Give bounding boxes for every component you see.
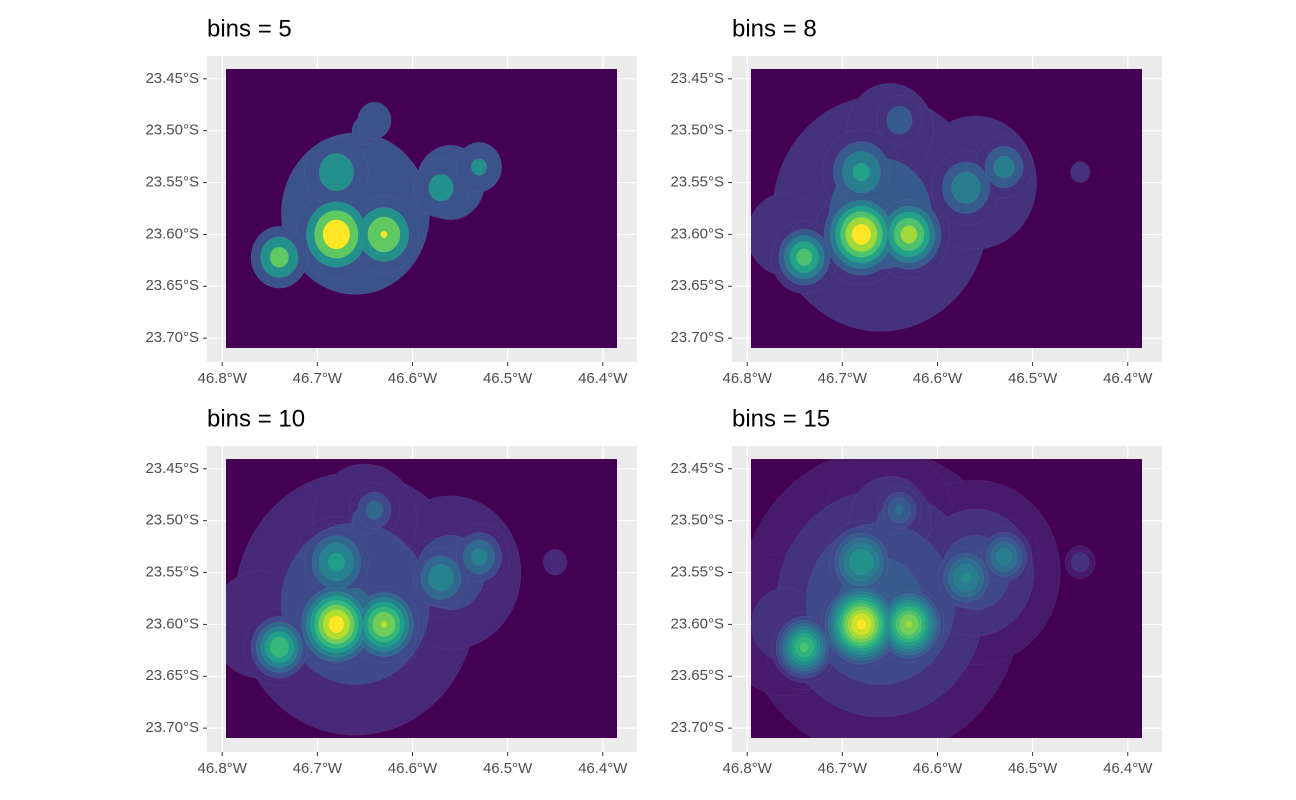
- y-tick-label: 23.55°S: [670, 564, 724, 581]
- y-tick-label: 23.45°S: [145, 460, 199, 477]
- y-tick-label: 23.45°S: [670, 70, 724, 87]
- contour-blob: [849, 549, 874, 576]
- panel: bins = 8 46.8°W 46.7°W 46.6°W 46.5°W 46.4°W 23…: [670, 15, 1162, 387]
- contour-blob: [269, 246, 289, 268]
- x-tick-label: 46.5°W: [1008, 370, 1058, 387]
- x-tick-label: 46.6°W: [388, 370, 438, 387]
- contour-blob: [269, 636, 289, 658]
- y-tick-label: 23.45°S: [670, 460, 724, 477]
- y-tick-label: 23.60°S: [145, 225, 199, 242]
- y-tick-label: 23.70°S: [670, 329, 724, 346]
- contour-band: [851, 223, 872, 245]
- x-tick-label: 46.4°W: [578, 370, 628, 387]
- y-tick-label: 23.60°S: [145, 615, 199, 632]
- contour-blob: [327, 552, 345, 572]
- contour-blob: [796, 248, 813, 266]
- panel-title: bins = 15: [732, 405, 830, 432]
- y-tick-label: 23.45°S: [145, 70, 199, 87]
- x-tick-label: 46.8°W: [198, 760, 248, 777]
- x-tick-label: 46.8°W: [723, 370, 773, 387]
- y-tick-label: 23.50°S: [145, 512, 199, 529]
- x-tick-label: 46.5°W: [483, 370, 533, 387]
- density: [751, 459, 1142, 738]
- contour-blob: [428, 564, 454, 592]
- contour-blob: [852, 162, 870, 182]
- x-tick-label: 46.4°W: [578, 760, 628, 777]
- y-tick-label: 23.65°S: [670, 667, 724, 684]
- y-tick-label: 23.55°S: [145, 564, 199, 581]
- x-tick-label: 46.6°W: [913, 760, 963, 777]
- y-tick-label: 23.55°S: [670, 174, 724, 191]
- panel-title: bins = 10: [207, 405, 305, 432]
- contour-blob: [471, 158, 488, 176]
- x-tick-label: 46.8°W: [198, 370, 248, 387]
- y-tick-label: 23.70°S: [670, 719, 724, 736]
- contour-blob: [951, 171, 981, 204]
- contour-blob: [993, 155, 1015, 179]
- y-tick-label: 23.50°S: [670, 512, 724, 529]
- panel-title: bins = 8: [732, 15, 817, 42]
- x-tick-label: 46.6°W: [913, 370, 963, 387]
- contour-blob: [471, 548, 488, 566]
- y-tick-label: 23.50°S: [670, 122, 724, 139]
- contour-band: [328, 615, 345, 634]
- y-tick-label: 23.65°S: [145, 277, 199, 294]
- density: [226, 69, 617, 348]
- contour-blob: [328, 615, 345, 634]
- contour-blob: [380, 620, 388, 629]
- contour-blob: [357, 101, 392, 139]
- contour-blob: [900, 225, 918, 244]
- x-tick-label: 46.4°W: [1103, 760, 1153, 777]
- contour-blob: [428, 174, 454, 202]
- panel: bins = 5 46.8°W 46.7°W 46.6°W 46.5°W 46.4°W 23…: [145, 15, 637, 387]
- panel: bins = 10 46.8°W 46.7°W 46.6°W 46.5°W 46.4°W 2…: [145, 405, 637, 777]
- y-tick-label: 23.65°S: [670, 277, 724, 294]
- contour-blob: [322, 219, 351, 250]
- contour-blob: [961, 572, 971, 583]
- contour-blob: [905, 620, 913, 629]
- x-tick-label: 46.7°W: [818, 760, 868, 777]
- x-tick-label: 46.8°W: [723, 760, 773, 777]
- contour-blob: [365, 500, 384, 520]
- y-tick-label: 23.70°S: [145, 329, 199, 346]
- panel: bins = 15 46.8°W 46.7°W 46.6°W 46.5°W 46.4°W 2…: [670, 405, 1162, 777]
- x-tick-label: 46.4°W: [1103, 370, 1153, 387]
- contour-blob: [318, 153, 354, 192]
- x-tick-label: 46.5°W: [1008, 760, 1058, 777]
- contour-blob: [856, 619, 867, 630]
- y-tick-label: 23.65°S: [145, 667, 199, 684]
- contour-blob: [799, 642, 809, 653]
- contour-blob: [1070, 161, 1091, 183]
- contour-blob: [380, 230, 388, 239]
- y-tick-label: 23.60°S: [670, 225, 724, 242]
- contour-blob: [543, 548, 568, 576]
- x-tick-label: 46.6°W: [388, 760, 438, 777]
- x-tick-label: 46.7°W: [818, 370, 868, 387]
- x-tick-label: 46.7°W: [293, 760, 343, 777]
- y-tick-label: 23.60°S: [670, 615, 724, 632]
- x-tick-label: 46.7°W: [293, 370, 343, 387]
- x-tick-label: 46.5°W: [483, 760, 533, 777]
- contour-blob: [851, 223, 872, 245]
- contour-blob: [886, 106, 913, 135]
- y-tick-label: 23.50°S: [145, 122, 199, 139]
- panel-title: bins = 5: [207, 15, 292, 42]
- contour-blob: [996, 548, 1013, 566]
- y-tick-label: 23.70°S: [145, 719, 199, 736]
- contour-band: [322, 219, 388, 250]
- y-tick-label: 23.55°S: [145, 174, 199, 191]
- contour-band: [856, 619, 867, 630]
- density: [751, 69, 1142, 348]
- contour-blob: [895, 505, 904, 515]
- density: [226, 459, 617, 738]
- contour-blob: [1071, 552, 1090, 573]
